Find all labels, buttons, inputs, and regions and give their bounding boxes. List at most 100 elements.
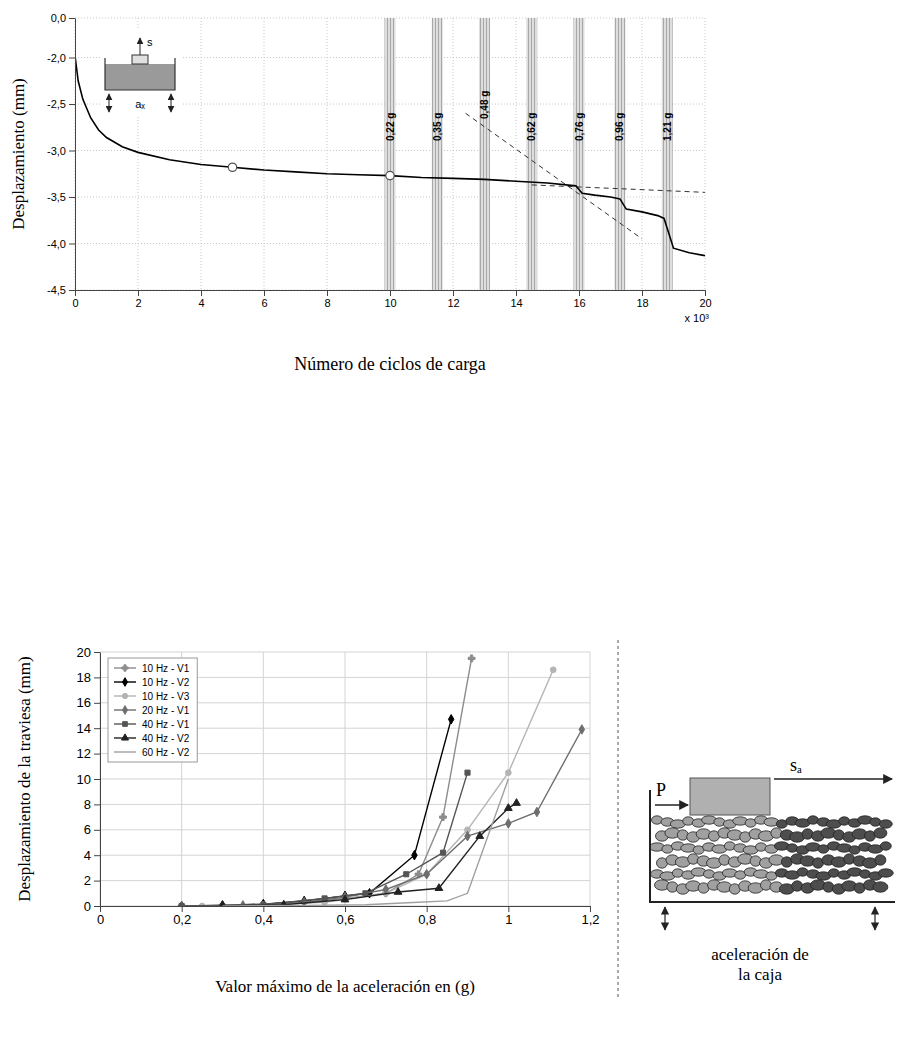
band-label: 0,35 g <box>432 113 443 141</box>
x-axis: 02468101214161820 <box>72 290 711 309</box>
trend-line <box>466 113 642 239</box>
series-marker <box>435 884 443 891</box>
x-axis-title: Número de ciclos de carga <box>294 354 486 374</box>
tick-mark <box>94 703 100 704</box>
ballast-stone <box>874 828 887 838</box>
tick-mark <box>390 290 391 296</box>
legend-marker <box>122 665 128 671</box>
grid-line <box>705 18 706 290</box>
series-marker <box>476 832 484 839</box>
series-marker <box>504 804 512 811</box>
grid-line <box>642 18 643 290</box>
load-band <box>662 18 673 290</box>
series-marker <box>440 814 447 821</box>
series-line <box>182 719 452 906</box>
grid <box>75 18 705 290</box>
legend-marker <box>121 734 128 740</box>
ballast-stone <box>878 869 893 877</box>
grid-line <box>201 18 202 290</box>
tick-mark <box>427 906 428 912</box>
tick: 2 <box>135 290 141 309</box>
tick-mark <box>327 290 328 296</box>
grid-line <box>426 652 427 906</box>
tick-label: 0 <box>72 297 78 309</box>
series-marker <box>440 850 445 855</box>
tick: 14 <box>510 290 522 309</box>
tick: 4 <box>198 290 204 309</box>
y-axis: 0,0-2,0-2,5-3,0-3,5-4,0-4,5 <box>47 12 75 296</box>
series-line <box>223 803 517 906</box>
plot-area <box>75 18 705 290</box>
tick-mark <box>138 290 139 296</box>
inset-arrow <box>171 94 172 112</box>
tick-label: 18 <box>636 297 648 309</box>
tick-label: 16 <box>77 695 91 710</box>
tick: -4,0 <box>47 238 75 250</box>
inset-label: s <box>147 36 153 48</box>
legend-background <box>108 658 197 762</box>
ballast-stone <box>879 820 892 828</box>
tick: 4 <box>84 848 100 863</box>
tick: 1,2 <box>581 906 599 927</box>
tick-label: 2 <box>135 297 141 309</box>
series-marker <box>179 901 184 906</box>
tick-mark <box>642 290 643 296</box>
tick-mark <box>69 197 75 198</box>
tick: -2,5 <box>47 98 75 110</box>
grid <box>100 652 590 906</box>
sleeper <box>690 778 770 815</box>
tick-mark <box>263 906 264 912</box>
tick: 0 <box>97 906 104 927</box>
legend: 10 Hz - V110 Hz - V210 Hz - V320 Hz - V1… <box>108 658 197 762</box>
tick-mark <box>453 290 454 296</box>
tick-label: 10 <box>77 772 91 787</box>
legend-entry: 60 Hz - V2 <box>114 747 190 758</box>
tick-label: 12 <box>77 746 91 761</box>
ballast-stone <box>880 842 891 850</box>
diagram-caption: aceleración dela caja <box>711 945 809 984</box>
legend-entry: 40 Hz - V1 <box>114 719 190 730</box>
series-marker <box>465 770 470 775</box>
tick: 14 <box>77 721 100 736</box>
band-label: 0,96 g <box>614 113 625 141</box>
grid-line <box>345 652 346 906</box>
band-labels: 0,22 g0,35 g0,48 g0,62 g0,76 g0,96 g1,21… <box>385 91 673 141</box>
series-marker <box>513 799 521 806</box>
tick: 0 <box>72 290 78 309</box>
tick-mark <box>590 906 591 912</box>
tick: 0,6 <box>336 906 354 927</box>
tick-mark <box>69 104 75 105</box>
tick-label: 14 <box>510 297 522 309</box>
x-axis: 00,20,40,60,811,2 <box>97 906 600 927</box>
acceleration-arrow <box>874 907 875 930</box>
tick-label: 8 <box>324 297 330 309</box>
tick-label: -3,5 <box>47 191 66 203</box>
load-band <box>432 18 443 290</box>
tick: 8 <box>324 290 330 309</box>
tick-label: 10 <box>384 297 396 309</box>
tick: 20 <box>699 290 711 309</box>
inset-diagram: saₓ <box>101 28 183 116</box>
tick-label: 20 <box>77 645 91 660</box>
tick: 18 <box>77 670 100 685</box>
tick: 0,0 <box>51 12 75 24</box>
tick-label: 0,6 <box>336 912 354 927</box>
tick-mark <box>94 652 100 653</box>
legend-entry: 20 Hz - V1 <box>114 705 190 716</box>
grid-line <box>75 18 76 290</box>
load-band <box>614 18 625 290</box>
tick-mark <box>69 58 75 59</box>
load-band <box>574 18 585 290</box>
series-marker <box>468 655 475 662</box>
series-line <box>182 729 582 906</box>
series-marker <box>465 831 470 840</box>
tick: 20 <box>77 645 100 660</box>
inset-background <box>101 28 183 116</box>
tick: -2,0 <box>47 52 75 64</box>
series-marker <box>448 715 453 724</box>
tick-mark <box>94 677 100 678</box>
series-marker <box>550 667 556 673</box>
tick-mark <box>94 830 100 831</box>
tick-mark <box>100 906 101 912</box>
highlight-point <box>228 163 236 171</box>
